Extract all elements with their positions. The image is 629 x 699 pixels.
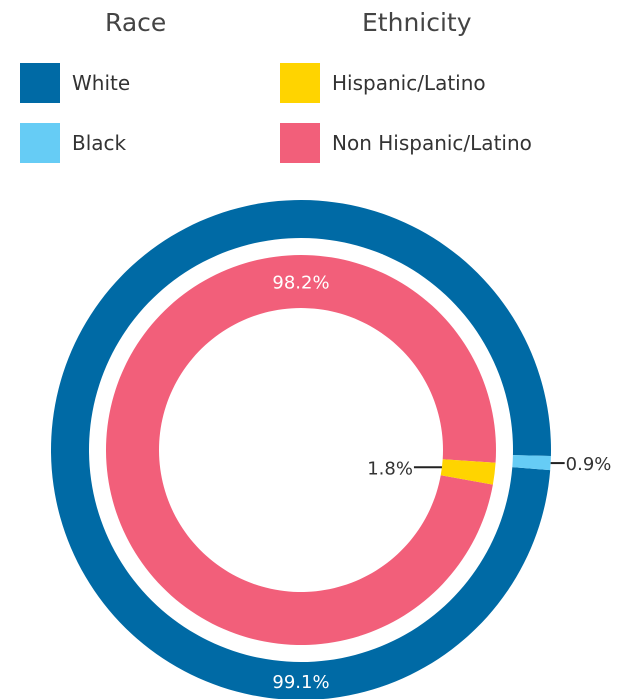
outer-data-label-small: 0.9% <box>566 454 612 475</box>
legend-label-black: Black <box>72 131 127 155</box>
inner-data-label-small: 1.8% <box>367 458 413 479</box>
legend-swatch-white <box>20 63 60 103</box>
legend-swatch-black <box>20 123 60 163</box>
legend-swatch-hispanic <box>280 63 320 103</box>
legend-item-hispanic: Hispanic/Latino <box>280 63 486 103</box>
legend-item-black: Black <box>20 123 126 163</box>
legend-swatch-non-hispanic <box>280 123 320 163</box>
legend-item-white: White <box>20 63 130 103</box>
inner-data-label-large: 98.2% <box>272 273 329 294</box>
ethnicity-legend-title: Ethnicity <box>362 8 472 37</box>
legend-label-white: White <box>72 71 131 95</box>
legend-label-non-hispanic: Non Hispanic/Latino <box>332 131 532 155</box>
inner-slice-non-hispanic-latino <box>106 254 497 645</box>
outer-data-label-large: 99.1% <box>272 672 329 693</box>
outer-slice-black <box>512 455 551 471</box>
inner-slice-hispanic-latino <box>440 459 496 485</box>
legend-item-non-hispanic: Non Hispanic/Latino <box>280 123 532 163</box>
race-legend-title: Race <box>105 8 167 37</box>
legend-label-hispanic: Hispanic/Latino <box>332 71 486 95</box>
